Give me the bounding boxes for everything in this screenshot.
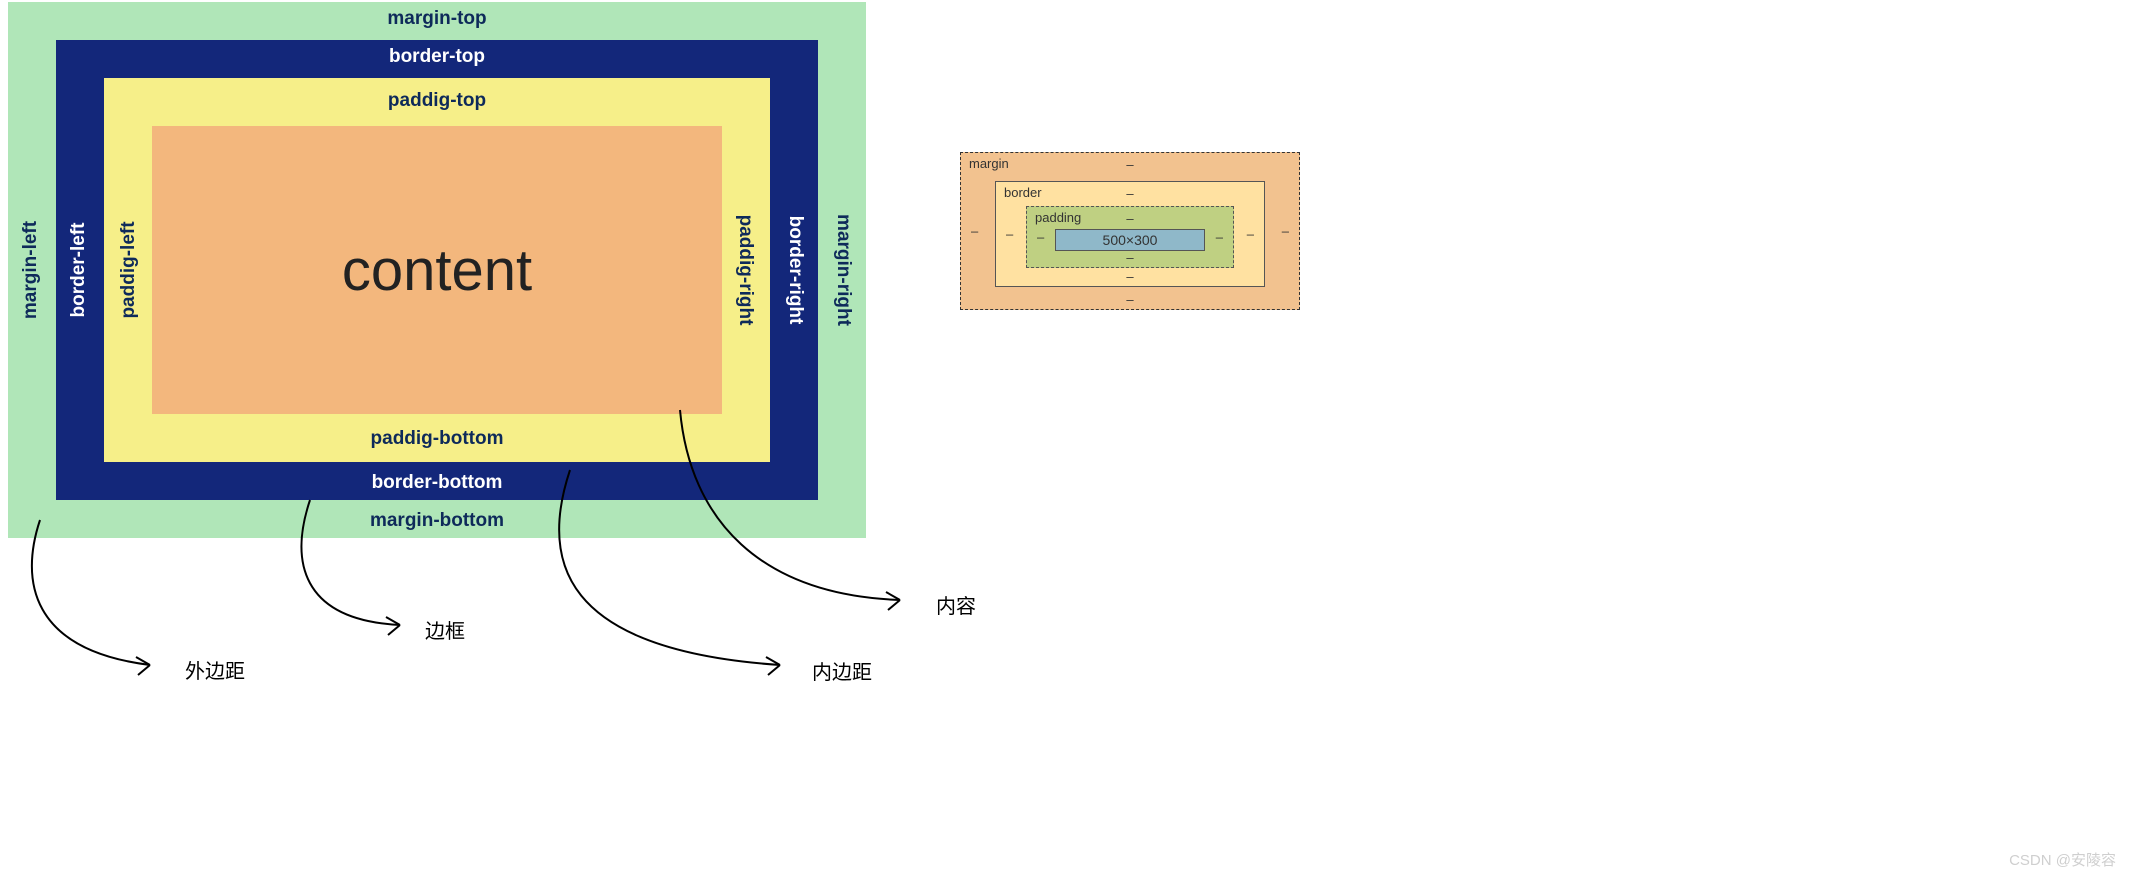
dash: – bbox=[1126, 269, 1133, 284]
devtools-padding: padding – – – – 500×300 bbox=[1026, 206, 1234, 268]
margin-left-label: margin-left bbox=[20, 221, 42, 319]
arrowhead bbox=[766, 657, 780, 675]
dash: – bbox=[1126, 157, 1133, 172]
arrowhead bbox=[886, 592, 900, 610]
devtools-content: 500×300 bbox=[1055, 229, 1205, 251]
arrowhead bbox=[386, 617, 400, 635]
annotation-margin: 外边距 bbox=[185, 655, 245, 684]
padding-top-label: paddig-top bbox=[104, 90, 770, 112]
margin-right-label: margin-right bbox=[832, 214, 854, 326]
border-left-label: border-left bbox=[68, 223, 90, 318]
padding-layer: paddig-top paddig-bottom paddig-left pad… bbox=[104, 78, 770, 462]
dash: – bbox=[1037, 230, 1044, 245]
content-layer: content bbox=[152, 126, 722, 414]
watermark: CSDN @安陵容 bbox=[2009, 849, 2116, 870]
margin-top-label: margin-top bbox=[8, 8, 866, 30]
border-bottom-label: border-bottom bbox=[56, 472, 818, 494]
padding-bottom-label: paddig-bottom bbox=[104, 428, 770, 450]
devtools-content-size: 500×300 bbox=[1103, 232, 1158, 248]
padding-left-label: paddig-left bbox=[118, 221, 140, 318]
dash: – bbox=[1126, 250, 1133, 265]
margin-bottom-label: margin-bottom bbox=[8, 510, 866, 532]
margin-layer: margin-top margin-bottom margin-left mar… bbox=[8, 2, 866, 538]
dash: – bbox=[1247, 227, 1254, 242]
dash: – bbox=[1126, 211, 1133, 226]
dash: – bbox=[1006, 227, 1013, 242]
dash: – bbox=[1126, 292, 1133, 307]
devtools-margin: margin – – – – border – – – – padding – … bbox=[960, 152, 1300, 310]
border-right-label: border-right bbox=[784, 216, 806, 325]
arrowhead bbox=[136, 657, 150, 675]
devtools-margin-label: margin bbox=[969, 156, 1009, 171]
dash: – bbox=[1126, 186, 1133, 201]
dash: – bbox=[971, 224, 978, 239]
dash: – bbox=[1282, 224, 1289, 239]
content-label: content bbox=[342, 237, 532, 304]
border-top-label: border-top bbox=[56, 46, 818, 68]
devtools-padding-label: padding bbox=[1035, 210, 1081, 225]
annotation-content: 内容 bbox=[936, 590, 976, 619]
dash: – bbox=[1216, 230, 1223, 245]
annotation-border: 边框 bbox=[425, 615, 465, 644]
annotation-padding: 内边距 bbox=[812, 656, 872, 685]
devtools-border-label: border bbox=[1004, 185, 1042, 200]
arrow-to-margin bbox=[32, 520, 150, 665]
border-layer: border-top border-bottom border-left bor… bbox=[56, 40, 818, 500]
devtools-border: border – – – – padding – – – – 500×300 bbox=[995, 181, 1265, 287]
padding-right-label: paddig-right bbox=[734, 215, 756, 326]
devtools-box-model: margin – – – – border – – – – padding – … bbox=[960, 152, 1300, 310]
box-model-diagram: margin-top margin-bottom margin-left mar… bbox=[0, 0, 870, 540]
